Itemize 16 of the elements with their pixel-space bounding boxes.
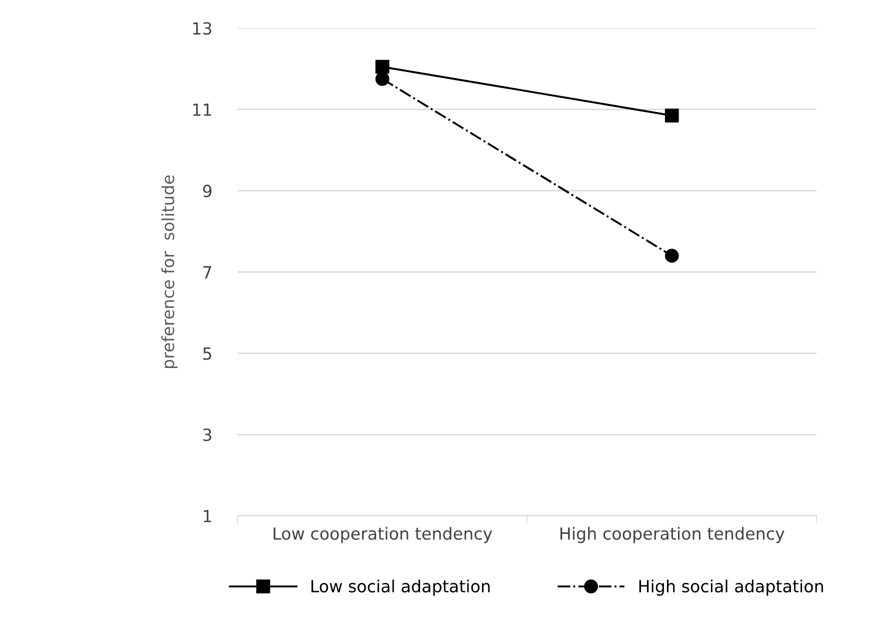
y-tick-label: 1 [204, 510, 212, 522]
legend-label: High social adaptation [639, 580, 823, 596]
y-tick-label: 7 [203, 266, 212, 278]
point [664, 248, 679, 263]
x-tick-label: High cooperation tendency [560, 526, 784, 544]
y-axis-title: preference for solitude [161, 175, 178, 368]
x-tick-label: Low cooperation tendency [274, 526, 492, 544]
y-tick-label: 11 [193, 104, 212, 116]
legend-label: Low social adaptation [311, 580, 490, 596]
y-tick-label: 3 [203, 428, 212, 442]
point [664, 108, 679, 122]
y-tick-label: 13 [193, 22, 212, 35]
y-tick-label: 9 [203, 184, 212, 198]
point [375, 60, 390, 74]
point [375, 72, 390, 86]
y-tick-label: 5 [203, 347, 212, 360]
